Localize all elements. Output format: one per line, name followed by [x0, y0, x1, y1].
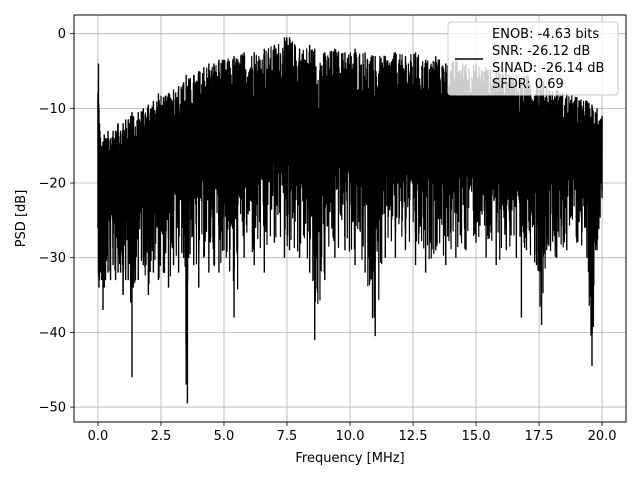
legend-sfdr: SFDR: 0.69: [492, 77, 564, 92]
y-tick-label: −50: [39, 401, 66, 416]
x-tick-label: 17.5: [525, 429, 554, 444]
y-tick-label: −10: [39, 102, 66, 117]
x-tick-label: 7.5: [277, 429, 298, 444]
data-area: [97, 36, 603, 404]
x-tick-label: 20.0: [588, 429, 617, 444]
legend-snr: SNR: -26.12 dB: [492, 44, 590, 59]
x-tick-label: 12.5: [399, 429, 428, 444]
y-tick-label: 0: [58, 27, 66, 42]
legend: ENOB: -4.63 bits SNR: -26.12 dB SINAD: -…: [447, 21, 619, 96]
y-tick-label: −30: [39, 251, 66, 266]
y-tick-label: −20: [39, 177, 66, 192]
x-axis-label: Frequency [MHz]: [295, 451, 404, 466]
legend-enob: ENOB: -4.63 bits: [492, 27, 599, 42]
x-tick-label: 2.5: [151, 429, 172, 444]
y-tick-label: −40: [39, 326, 66, 341]
x-tick-label: 5.0: [214, 429, 235, 444]
y-axis-label: PSD [dB]: [14, 190, 29, 248]
x-tick-label: 10.0: [336, 429, 365, 444]
x-tick-label: 15.0: [462, 429, 491, 444]
legend-sinad: SINAD: -26.14 dB: [492, 61, 604, 76]
x-tick-label: 0.0: [88, 429, 109, 444]
legend-box: [447, 21, 619, 96]
ticks: 0.0 2.5 5.0 7.5 10.0 12.5 15.0 17.5 20.0 0 −10 −20 −…: [39, 27, 617, 444]
